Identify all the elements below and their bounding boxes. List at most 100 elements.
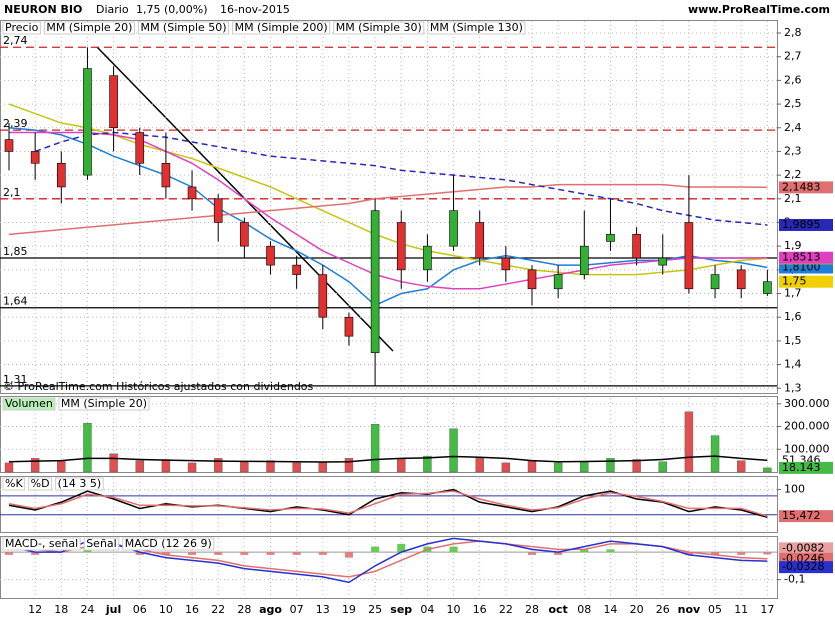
- volume-bar: [475, 458, 484, 473]
- candle-body: [606, 234, 615, 242]
- candle-body: [135, 132, 145, 164]
- y-tick-label: 2,4: [784, 121, 802, 134]
- volume-bar: [684, 411, 694, 473]
- histogram-bar: [554, 552, 563, 555]
- legend-box: [28, 477, 53, 491]
- value-label: 1,8513: [782, 251, 821, 264]
- candle-body: [344, 316, 354, 337]
- legend-box: [43, 21, 135, 35]
- volume-bar: [370, 424, 380, 473]
- level-label: 1,31: [3, 373, 28, 386]
- y-tick-label: 1,6: [784, 310, 802, 323]
- volume-bar: [449, 428, 458, 473]
- legend-box: [122, 537, 215, 551]
- legend-box: [55, 477, 104, 491]
- candle-body: [56, 162, 66, 188]
- legend-box: [83, 537, 120, 551]
- candle-body: [213, 198, 223, 223]
- candle-body: [4, 139, 14, 152]
- value-label: 2,1483: [782, 180, 821, 193]
- legend-entry: %D: [31, 477, 50, 490]
- legend-entry: (14 3 5): [58, 477, 102, 490]
- x-tick-label: 26: [656, 603, 670, 616]
- volume-bar: [527, 460, 537, 473]
- legend-box: [2, 537, 81, 551]
- x-tick-label: 14: [603, 603, 617, 616]
- candle-body: [266, 245, 275, 266]
- candle-body: [475, 222, 485, 259]
- value-label-box: [779, 218, 833, 231]
- legend-entry: MACD-, señal: [5, 537, 78, 550]
- x-tick-label: 07: [290, 603, 304, 616]
- x-tick-label: 22: [499, 603, 513, 616]
- level-label: 2,1: [3, 186, 21, 199]
- volume-bar: [57, 460, 66, 473]
- candle-body: [449, 210, 458, 247]
- instrument: NEURON BIO: [4, 3, 82, 16]
- legend-entry: MM (Simple 50): [140, 21, 226, 34]
- x-tick-label: 04: [420, 603, 434, 616]
- level-label: 1,85: [3, 245, 28, 258]
- volume-bar: [344, 458, 354, 473]
- histogram-bar: [397, 543, 406, 553]
- value-label: 1,75: [782, 275, 807, 288]
- histogram-bar: [31, 552, 40, 555]
- x-tick-label: ago: [259, 603, 282, 616]
- volume-bar: [632, 459, 641, 473]
- period: Diario: [96, 3, 129, 16]
- y-tick-label: 2,1: [784, 192, 802, 205]
- volume-bar: [397, 458, 406, 473]
- histogram-bar: [449, 546, 458, 553]
- volume-bar: [292, 462, 301, 473]
- x-tick-label: 11: [734, 603, 748, 616]
- volume-bar: [240, 461, 249, 473]
- volume-bar: [606, 458, 615, 473]
- line-series: [8, 455, 768, 463]
- legend-entry: Precio: [5, 21, 39, 34]
- x-tick-label: 16: [473, 603, 487, 616]
- line-series: [8, 490, 768, 517]
- value-label: 1,9895: [782, 218, 821, 231]
- volume-bar: [318, 461, 327, 473]
- histogram-bar: [292, 552, 301, 555]
- panel-frame: [0, 396, 778, 473]
- candle-body: [30, 151, 40, 164]
- x-tick-label: 25: [368, 603, 382, 616]
- histogram-bar: [135, 552, 144, 555]
- y-tick-label: 1,3: [784, 381, 802, 394]
- line-series: [8, 183, 768, 236]
- value-label-box: [779, 275, 833, 288]
- legend-box: [232, 21, 331, 35]
- legend-entry: MM (Simple 130): [430, 21, 523, 34]
- y-tick-label: 2,6: [784, 73, 802, 86]
- line-series: [8, 103, 768, 276]
- volume-bar: [763, 467, 772, 473]
- legend-entry: MM (Simple 20): [46, 21, 132, 34]
- candle-body: [396, 222, 406, 271]
- y-tick-label: 1,5: [784, 334, 802, 347]
- note: © ProRealTime.com Históricos ajustados c…: [3, 380, 314, 393]
- legend-box: [333, 21, 425, 35]
- x-tick-label: 18: [54, 603, 68, 616]
- volume-bar: [161, 459, 171, 473]
- volume-bar: [710, 435, 720, 473]
- legend-entry: MACD (12 26 9): [125, 537, 212, 550]
- volume-bar: [501, 462, 511, 473]
- last-price: 1,75 (0,00%): [136, 3, 208, 16]
- y-tick-label: 100: [784, 483, 805, 496]
- y-tick-label: 1,7: [784, 287, 802, 300]
- x-tick-label: 06: [133, 603, 147, 616]
- volume-bar: [187, 462, 197, 473]
- histogram-bar: [528, 552, 536, 555]
- histogram-bar: [161, 552, 170, 555]
- legend-box: [58, 397, 150, 411]
- x-tick-label: oct: [548, 603, 567, 616]
- volume-bar: [109, 453, 118, 473]
- legend-box: [427, 21, 526, 35]
- volume-bar: [4, 462, 14, 473]
- volume-bar: [30, 458, 40, 473]
- value-label-box: [779, 181, 833, 194]
- legend-box: [2, 21, 41, 35]
